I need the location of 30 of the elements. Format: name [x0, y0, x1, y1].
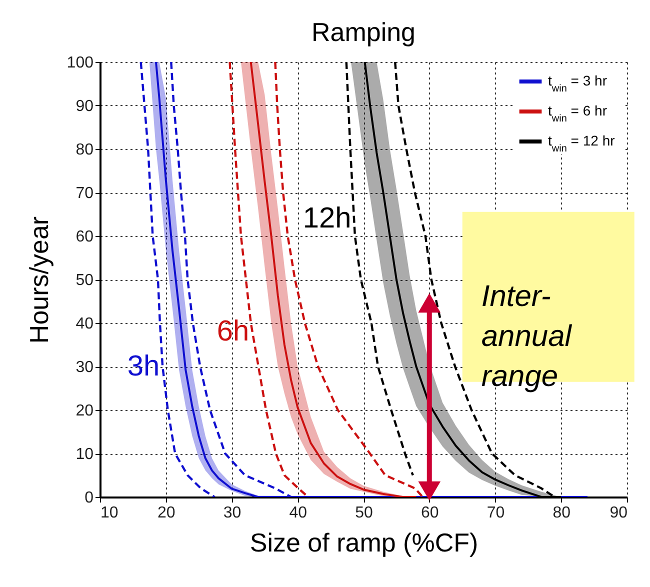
x-tick-label: 70: [486, 504, 505, 522]
x-tick-label: 30: [223, 504, 242, 522]
y-tick-label: 90: [76, 98, 94, 115]
y-tick-label: 10: [76, 446, 94, 463]
annotation: 3h: [127, 350, 160, 382]
y-tick-label: 70: [76, 185, 94, 202]
y-tick-label: 100: [66, 54, 94, 72]
x-tick-label: 90: [610, 504, 628, 522]
x-tick-label: 10: [100, 504, 118, 522]
y-tick-label: 40: [76, 316, 94, 332]
y-tick-label: 60: [76, 228, 94, 246]
y-tick-label: 0: [84, 490, 94, 506]
annotation: 12h: [302, 202, 352, 235]
x-tick-label: 40: [289, 504, 308, 522]
x-axis-title: Size of ramp (%CF): [250, 528, 478, 558]
x-tick-label: 20: [157, 504, 176, 522]
y-tick-label: 80: [76, 142, 94, 158]
legend-label: t$_{win}$ = 12 hr: [548, 132, 616, 154]
annotation: Inter-annual range: [481, 280, 573, 393]
y-axis-title: Hours/year: [24, 216, 54, 344]
chart-title: Ramping: [311, 17, 416, 47]
y-tick-label: 20: [76, 402, 94, 420]
x-tick-label: 50: [355, 504, 373, 522]
y-tick-label: 30: [76, 359, 94, 376]
x-tick-label: 60: [420, 504, 439, 522]
legend-label: t$_{win}$ = 3 hr: [548, 72, 608, 94]
y-tick-label: 50: [76, 272, 94, 289]
x-tick-label: 80: [552, 504, 571, 522]
legend-label: t$_{win}$ = 6 hr: [548, 102, 608, 124]
annotation: 6h: [216, 316, 250, 348]
